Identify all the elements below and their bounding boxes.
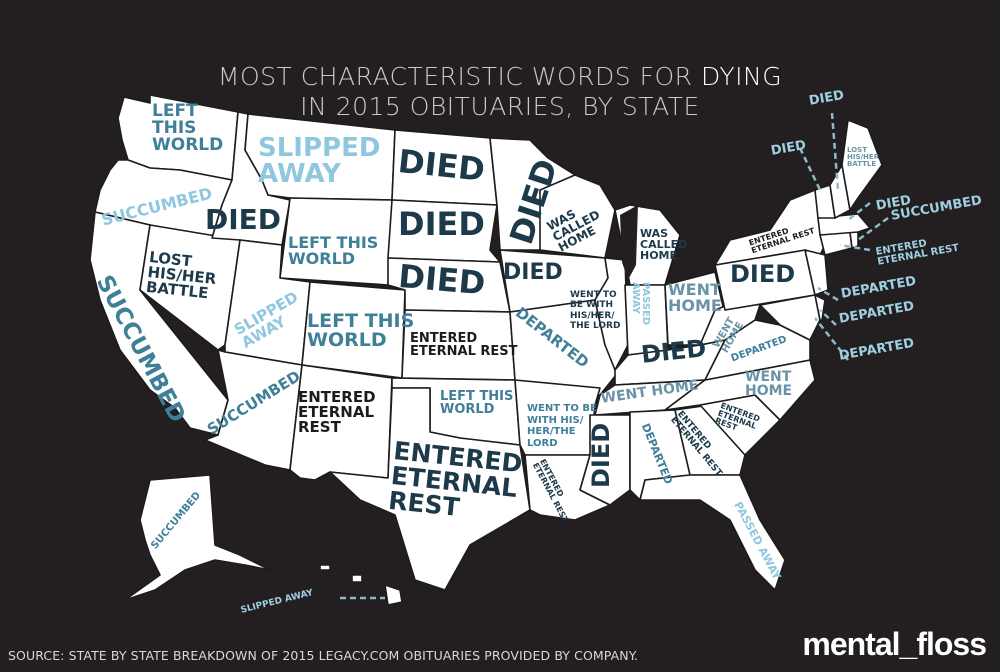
state-hi-oahu	[319, 564, 331, 571]
label-me: LOST HIS/HER BATTLE	[847, 146, 880, 168]
leader-de	[819, 309, 837, 326]
state-ri	[849, 231, 859, 249]
label-ne: DIED	[396, 257, 487, 303]
source-note: SOURCE: STATE BY STATE BREAKDOWN OF 2015…	[8, 648, 638, 663]
map-title-line-1: MOST CHARACTERISTIC WORDS FOR DYING	[0, 62, 1000, 92]
state-nj	[804, 249, 829, 296]
brand-logo: mental_floss	[802, 626, 987, 662]
state-nc	[664, 359, 816, 421]
state-sd	[387, 199, 501, 263]
state-md	[759, 294, 821, 341]
state-ct	[819, 231, 853, 256]
label-nm: ENTERED ETERNAL REST	[298, 388, 376, 436]
label-ok: LEFT THIS WORLD	[440, 389, 514, 417]
state-il	[594, 257, 629, 371]
leader-ri	[857, 216, 889, 242]
label-wa: LEFT THIS WORLD	[152, 101, 224, 155]
label-oh: WENT HOME	[668, 280, 722, 315]
label-ky: DIED	[639, 334, 708, 369]
leader-ma	[847, 202, 871, 221]
label-in: PASSED AWAY	[630, 282, 651, 326]
state-ma	[817, 213, 871, 236]
leader-vt	[798, 147, 822, 191]
label-il: WENT TO BE WITH HIS/HER/ THE LORD	[570, 290, 621, 332]
label-mt: SLIPPED AWAY	[258, 133, 381, 189]
leader-nh	[830, 112, 840, 191]
leader-md	[814, 317, 849, 361]
label-co: LEFT THIS WORLD	[307, 310, 415, 351]
title-highlight: DYING	[701, 62, 783, 91]
leader-ct	[839, 243, 871, 252]
state-de	[814, 294, 826, 321]
label-wy: LEFT THIS WORLD	[288, 233, 379, 268]
label-pa: DIED	[730, 260, 796, 288]
title-prefix: MOST CHARACTERISTIC WORDS FOR	[217, 62, 701, 91]
lake-michigan	[620, 205, 638, 280]
map-title-line-2: IN 2015 OBITUARIES, BY STATE	[300, 92, 700, 121]
label-mi: WAS CALLED HOME	[640, 227, 688, 262]
state-ak	[124, 474, 271, 601]
state-tx	[329, 387, 531, 591]
label-id: DIED	[205, 203, 282, 236]
state-hi	[384, 584, 403, 606]
label-ms: DIED	[587, 422, 615, 488]
label-ia: DIED	[503, 260, 563, 285]
leader-nj	[817, 286, 839, 302]
label-nc: WENT HOME	[745, 369, 793, 399]
state-me	[841, 119, 883, 211]
label-nd: DIED	[396, 142, 487, 189]
label-nv: LOST HIS/HER BATTLE	[145, 248, 218, 303]
label-ar: WENT TO BE WITH HIS/ HER/THE LORD	[527, 403, 597, 449]
state-fl	[639, 474, 786, 591]
label-tx: ENTERED ETERNAL REST	[386, 436, 524, 523]
state-hi-maui	[351, 574, 363, 583]
label-ks: ENTERED ETERNAL REST	[410, 331, 518, 359]
label-sd: DIED	[398, 205, 485, 243]
